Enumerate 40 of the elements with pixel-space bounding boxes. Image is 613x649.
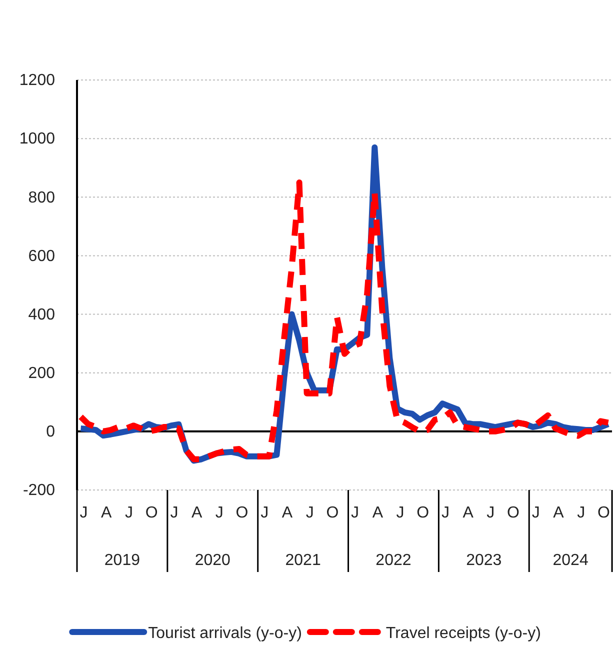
x-tick-label: O xyxy=(597,504,610,522)
x-tick-label: O xyxy=(507,504,520,522)
x-tick-label: J xyxy=(306,504,314,522)
x-tick-label: O xyxy=(236,504,248,522)
x-tick-label: A xyxy=(101,504,112,522)
legend-label: Tourist arrivals (y-o-y) xyxy=(148,625,302,642)
x-tick-label: A xyxy=(553,504,564,522)
x-tick-label: J xyxy=(577,504,586,522)
x-tick-label: J xyxy=(124,504,133,522)
x-tick-label: A xyxy=(372,504,384,522)
text: 2020 xyxy=(194,552,231,569)
x-tick-label: A xyxy=(282,504,293,522)
y-tick-label: -200 xyxy=(22,482,56,500)
y-tick-label: 800 xyxy=(28,189,56,206)
y-tick-label: 0 xyxy=(46,424,56,441)
x-tick-label: A xyxy=(191,504,202,522)
x-tick-label: J xyxy=(532,504,540,522)
x-tick-label: J xyxy=(260,504,269,522)
y-tick-label: 1200 xyxy=(19,72,56,90)
text: 2022 xyxy=(376,552,412,569)
x-tick-label: J xyxy=(170,504,178,522)
x-tick-label: O xyxy=(145,504,158,522)
x-tick-label: J xyxy=(441,504,450,522)
x-tick-label: J xyxy=(80,504,88,522)
legend-label: Travel receipts (y-o-y) xyxy=(386,625,541,642)
x-tick-label: J xyxy=(486,504,495,522)
text: 2021 xyxy=(285,552,321,569)
text: 2023 xyxy=(466,552,502,569)
x-tick-label: O xyxy=(416,504,430,522)
y-tick-label: 600 xyxy=(28,248,56,265)
x-tick-label: J xyxy=(351,504,360,522)
y-tick-label: 1000 xyxy=(19,130,56,148)
x-tick-label: A xyxy=(462,504,474,522)
x-tick-label: J xyxy=(215,504,224,522)
text: 2024 xyxy=(552,552,588,569)
y-tick-label: 200 xyxy=(28,364,56,382)
x-tick-label: O xyxy=(326,504,339,522)
x-tick-label: J xyxy=(396,504,404,522)
text: 2019 xyxy=(104,552,140,569)
y-tick-label: 400 xyxy=(28,306,56,324)
